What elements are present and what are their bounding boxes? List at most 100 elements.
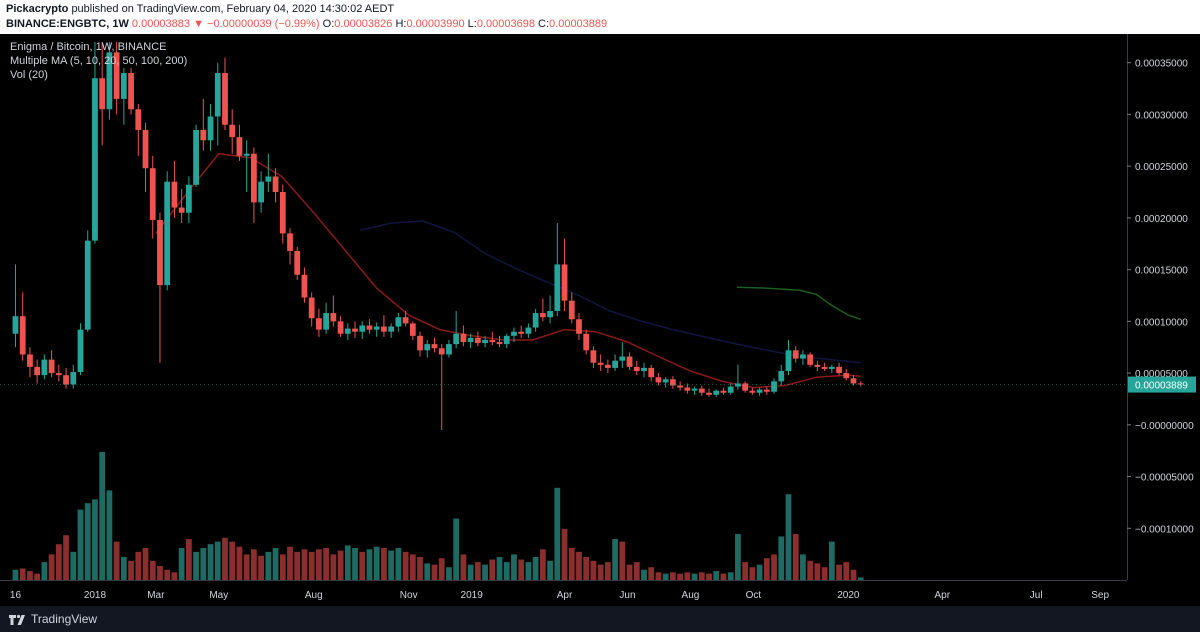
brand-label: TradingView [31,612,98,626]
volume-bar [106,490,113,580]
volume-bar [568,548,575,580]
candle-body [756,389,763,393]
volume-bar [294,551,301,580]
candle-body [214,73,221,117]
volume-bar [92,499,98,580]
candle-body [164,181,171,286]
x-tick-label: 2020 [837,590,860,601]
x-tick-label: Oct [746,590,762,601]
high-value: 0.00003990 [406,18,465,30]
volume-bar [590,560,597,580]
legend-vol[interactable]: Vol (20) [10,69,48,81]
volume-bar [438,558,445,580]
volume-bar [250,549,257,580]
volume-bar [229,541,236,580]
candle-body [641,367,647,372]
y-tick-label: 0.00025000 [1135,162,1188,173]
volume-bar [460,554,467,580]
volume-bar [619,541,626,580]
candle-body [395,317,402,327]
x-tick-label: Apr [557,590,573,601]
volume-bar [720,573,727,580]
candle-body [633,366,640,372]
volume-bar [222,537,228,580]
volume-bar [706,573,712,580]
volume-bar [482,564,488,580]
volume-bar [55,544,62,580]
candle-body [193,129,199,185]
high-label: H: [395,18,407,30]
volume-bar [41,562,48,580]
candle-body [539,313,546,318]
candle-body [12,316,19,334]
candle-body [279,192,286,234]
candle-body [684,387,691,391]
candle-body [294,250,301,275]
legend-title[interactable]: Enigma / Bitcoin, 1W, BINANCE [10,41,167,53]
y-tick-label: −0.00005000 [1135,473,1194,484]
candle-body [800,354,806,359]
tradingview-brand[interactable]: TradingView [8,612,97,626]
price-chart[interactable]: 0.00035000 0.00030000 0.00025000 0.00020000… [0,34,1200,606]
volume-bar [417,556,423,580]
publish-line: Pickacrypto published on TradingView.com… [6,3,394,15]
volume-bar [171,572,178,580]
candle-body [532,313,539,328]
candle-body [489,339,496,343]
candle-body [48,359,55,374]
candle-body [120,73,127,99]
legend-ma[interactable]: Multiple MA (5, 10, 20, 50, 100, 200) [10,55,188,67]
candle-body [583,333,590,351]
volume-bar [713,571,720,580]
volume-bar [467,564,474,580]
price-axis-bg [1127,34,1200,606]
volume-bar [63,535,69,580]
candle-body [503,335,510,345]
candle-body [258,181,264,203]
y-tick-label: −0.00000000 [1135,421,1194,432]
volume-bar [474,562,481,580]
candle-body [792,350,799,359]
volume-bar [684,572,691,580]
x-tick-label: May [209,590,228,601]
candle-body [185,184,192,213]
last-price-label: 0.00003889 [1135,381,1188,392]
volume-bar [641,569,647,580]
candle-body [496,342,503,345]
chart-area[interactable]: 0.00035000 0.00030000 0.00025000 0.00020000… [0,34,1200,606]
volume-bar [800,554,806,580]
volume-bar [84,503,91,580]
volume-bar [149,560,156,580]
candle-body [41,359,48,376]
volume-bar [27,571,33,580]
candle-body [316,318,322,330]
down-arrow-icon: ▼ [193,18,204,30]
published-text: published on TradingView.com, February 0… [71,3,395,15]
volume-bar [157,565,163,580]
x-tick-label: Aug [305,590,323,601]
low-value: 0.00003698 [476,18,535,30]
candle-body [424,344,431,351]
last-price-tag [1128,376,1196,393]
close-value: 0.00003889 [549,18,608,30]
volume-bar [128,560,134,580]
y-tick-label: 0.00015000 [1135,266,1188,277]
candle-body [344,328,351,334]
candle-body [561,264,568,301]
volume-bar [308,551,315,580]
open-value: 0.00003826 [334,18,393,30]
volume-bar [503,562,510,580]
volume-bar [655,572,662,580]
author-name[interactable]: Pickacrypto [6,3,69,15]
y-tick-label: −0.00010000 [1135,524,1194,535]
candle-body [698,388,705,393]
candle-body [735,383,741,387]
volume-bar [373,546,380,580]
candle-body [178,207,185,213]
candle-body [474,337,481,344]
candle-body [662,379,669,383]
open-label: O: [322,18,335,30]
y-tick-label: 0.00020000 [1135,214,1188,225]
volume-bar [496,556,503,580]
candle-body [128,73,134,110]
